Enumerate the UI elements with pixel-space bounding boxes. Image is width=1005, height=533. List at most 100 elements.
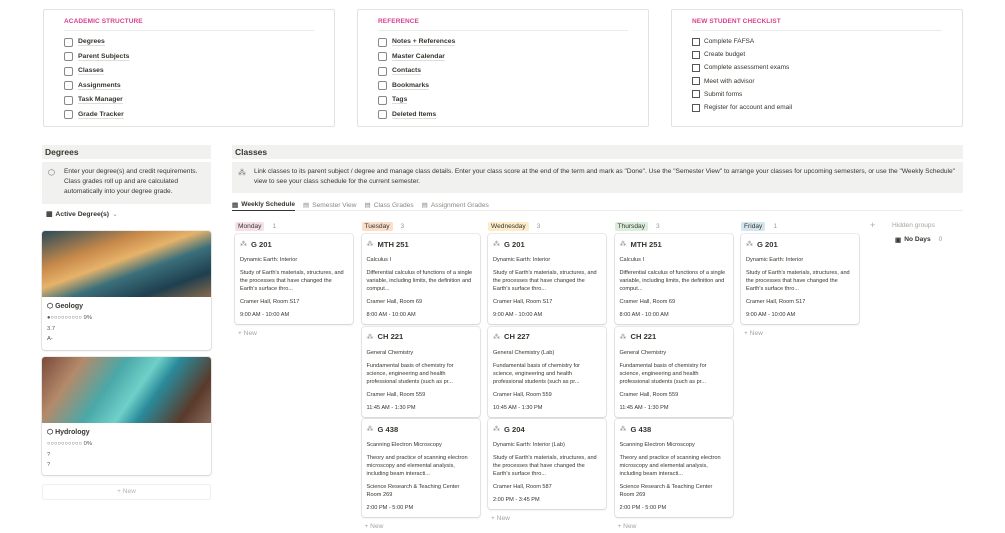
new-class-button[interactable]: + New <box>744 329 763 337</box>
link-label: Degrees <box>78 38 105 47</box>
new-class-button[interactable]: + New <box>491 514 510 522</box>
class-card[interactable]: ⁂ CH 227 General Chemistry (Lab) Fundamenta… <box>488 326 606 417</box>
class-desc: Fundamental basis of chemistry for scien… <box>493 362 581 385</box>
column-header: Monday 1 <box>235 220 353 232</box>
view-tabs: ▤ Weekly Schedule ▤ Semester View ▤ Class Gra… <box>232 199 963 211</box>
checkbox[interactable] <box>692 37 700 46</box>
add-group-button[interactable]: + <box>870 220 876 230</box>
checklist-label: Create budget <box>704 51 746 59</box>
active-degrees-view[interactable]: ▦ Active Degree(s) ⌄ <box>46 210 118 219</box>
class-time: 8:00 AM - 10:00 AM <box>366 312 416 318</box>
link-degrees[interactable]: Degrees <box>64 35 314 50</box>
degree-progress: ●○○○○○○○○○ 9% <box>47 315 93 321</box>
class-code-text: MTH 251 <box>630 239 662 249</box>
contacts-icon <box>378 66 387 76</box>
checkbox[interactable] <box>692 50 700 59</box>
degree-progress: ○○○○○○○○○○ 0% <box>47 441 93 447</box>
new-class-button[interactable]: + New <box>364 522 384 530</box>
checkbox[interactable] <box>692 103 700 112</box>
hidden-group-no-days[interactable]: ▣ No Days 0 <box>895 236 943 244</box>
class-desc: Theory and practice of scanning electron… <box>619 455 721 477</box>
checkbox[interactable] <box>692 90 700 99</box>
class-card[interactable]: ⁂ G 438 Scanning Electron Microscopy Theory… <box>361 419 480 517</box>
link-grade-tracker[interactable]: Grade Tracker <box>64 108 314 123</box>
link-master-calendar[interactable]: Master Calendar <box>378 50 628 65</box>
checkbox[interactable] <box>692 63 700 72</box>
class-card[interactable]: ⁂ G 201 Dynamic Earth: Interior Study of Ea… <box>235 234 353 324</box>
checklist-item[interactable]: Complete assessment exams <box>692 61 942 74</box>
checklist-item[interactable]: Meet with advisor <box>692 75 942 88</box>
class-code-text: G 201 <box>504 239 525 249</box>
checklist-panel: NEW STUDENT CHECKLIST Complete FAFSA Crea… <box>671 9 963 127</box>
tab-class-grades[interactable]: ▤ Class Grades <box>364 199 413 211</box>
column-count: 3 <box>536 222 541 230</box>
link-label: Bookmarks <box>392 81 430 90</box>
link-label: Deleted Items <box>392 110 437 119</box>
class-desc: Study of Earth's materials, structures, … <box>746 270 850 292</box>
class-desc: Differential calculus of functions of a … <box>366 270 473 292</box>
link-label: Contacts <box>392 67 422 76</box>
class-card[interactable]: ⁂ G 201 Dynamic Earth: Interior Study of Ea… <box>741 234 859 324</box>
link-label: Assignments <box>78 81 121 90</box>
class-card[interactable]: ⁂ CH 221 General Chemistry Fundamental basi… <box>361 326 480 417</box>
class-card[interactable]: ⁂ G 201 Dynamic Earth: Interior Study of Ea… <box>488 234 606 324</box>
link-contacts[interactable]: Contacts <box>378 64 628 79</box>
column-header: Friday 1 <box>741 220 859 232</box>
column-friday: Friday 1 ⁂ G 201 Dynamic Earth: Interior Stud… <box>741 220 859 340</box>
tab-semester-view[interactable]: ▤ Semester View <box>303 199 356 211</box>
class-card[interactable]: ⁂ G 438 Scanning Electron Microscopy Theory… <box>614 419 733 517</box>
degree-name: ⬡ Geology <box>47 303 84 310</box>
day-tag: Monday <box>235 221 265 231</box>
class-code: ⁂ G 201 <box>240 239 348 249</box>
board-icon: ▤ <box>232 201 239 209</box>
cube-icon <box>64 37 73 47</box>
class-code: ⁂ G 201 <box>746 239 854 249</box>
new-class-button[interactable]: + New <box>617 522 637 530</box>
class-time: 9:00 AM - 10:00 AM <box>493 312 543 318</box>
class-card[interactable]: ⁂ G 204 Dynamic Earth: Interior (Lab) Study… <box>488 419 606 509</box>
checkbox[interactable] <box>692 77 700 86</box>
class-code-text: G 438 <box>630 424 652 434</box>
link-bookmarks[interactable]: Bookmarks <box>378 79 628 94</box>
class-time: 2:00 PM - 5:00 PM <box>619 505 667 511</box>
link-parent-subjects[interactable]: Parent Subjects <box>64 50 314 65</box>
link-notes-references[interactable]: Notes + References <box>378 35 628 50</box>
degree-card-hydrology[interactable]: ⬡ Hydrology ○○○○○○○○○○ 0% ? ? <box>42 357 211 475</box>
tab-weekly-schedule[interactable]: ▤ Weekly Schedule <box>232 199 295 211</box>
classes-heading: Classes <box>232 145 963 159</box>
list-icon <box>64 95 73 105</box>
class-card[interactable]: ⁂ MTH 251 Calculus I Differential calculus … <box>614 234 733 324</box>
day-tag: Thursday <box>614 221 648 231</box>
link-classes[interactable]: Classes <box>64 64 314 79</box>
class-time: 10:45 AM - 1:30 PM <box>493 404 543 411</box>
checklist-item[interactable]: Create budget <box>692 48 942 61</box>
link-task-manager[interactable]: Task Manager <box>64 93 314 108</box>
link-assignments[interactable]: Assignments <box>64 79 314 94</box>
cube-icon: ⬡ <box>48 168 55 177</box>
class-card[interactable]: ⁂ CH 221 General Chemistry Fundamental basi… <box>614 326 733 417</box>
class-desc: Study of Earth's materials, structures, … <box>240 270 344 292</box>
table-icon: ▤ <box>421 202 428 209</box>
classes-icon: ⁂ <box>619 333 627 341</box>
link-label: Master Calendar <box>392 52 445 61</box>
class-desc: Theory and practice of scanning electron… <box>366 455 468 477</box>
new-degree-button[interactable]: + New <box>42 484 211 500</box>
new-class-button[interactable]: + New <box>238 329 257 337</box>
class-card[interactable]: ⁂ MTH 251 Calculus I Differential calculus … <box>361 234 480 324</box>
class-code: ⁂ G 201 <box>493 239 601 249</box>
checklist-item[interactable]: Register for account and email <box>692 101 942 114</box>
class-code-text: CH 221 <box>377 332 404 341</box>
checklist-item[interactable]: Complete FAFSA <box>692 35 942 48</box>
checklist-item[interactable]: Submit forms <box>692 88 942 101</box>
assignments-icon <box>64 81 73 91</box>
class-room: Cramer Hall, Room 587 <box>493 484 552 490</box>
class-code-text: CH 227 <box>504 332 530 341</box>
link-label: Task Manager <box>78 96 123 105</box>
class-name: Scanning Electron Microscopy <box>366 442 442 448</box>
checklist-label: Complete assessment exams <box>704 64 790 72</box>
classes-callout: ⁂ Link classes to its parent subject / de… <box>232 162 963 193</box>
link-tags[interactable]: Tags <box>378 93 628 108</box>
degree-card-geology[interactable]: ⬡ Geology ●○○○○○○○○○ 9% 3.7 A- <box>42 231 211 350</box>
tab-assignment-grades[interactable]: ▤ Assignment Grades <box>422 199 489 211</box>
link-deleted-items[interactable]: Deleted Items <box>378 108 628 123</box>
